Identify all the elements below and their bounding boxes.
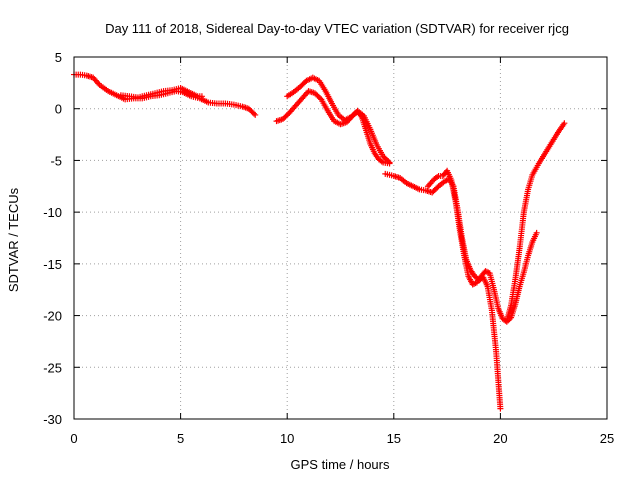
series-seg5 [382,170,504,412]
series-seg7 [503,120,568,324]
y-tick-label: -20 [43,309,62,324]
data-point [317,95,324,102]
data-marks [71,71,568,412]
data-point [561,120,568,127]
y-tick-label: -15 [43,257,62,272]
chart-title: Day 111 of 2018, Sidereal Day-to-day VTE… [105,21,569,36]
data-point [386,159,393,166]
y-tick-label: 0 [55,102,62,117]
x-tick-label: 10 [280,431,294,446]
data-point [533,229,540,236]
plot-frame [73,56,608,420]
grid-layer [74,57,607,419]
series-seg4 [284,74,393,166]
data-point [385,158,392,165]
data-point [250,110,257,117]
y-tick-label: -30 [43,412,62,427]
data-point [252,111,259,118]
y-tick-label: -25 [43,360,62,375]
series-seg2 [117,85,205,101]
y-tick-label: -10 [43,205,62,220]
x-tick-label: 15 [387,431,401,446]
y-axis-label: SDTVAR / TECUs [6,187,21,292]
x-axis-label: GPS time / hours [291,457,390,472]
x-tick-label: 20 [493,431,507,446]
y-tick-label: -5 [50,153,62,168]
data-point [198,93,205,100]
series-seg1 [71,71,259,118]
x-tick-label: 5 [177,431,184,446]
x-tick-label: 25 [600,431,614,446]
y-tick-label: 5 [55,50,62,65]
series-seg3 [273,88,393,167]
data-point [497,405,504,412]
x-tick-label: 0 [70,431,77,446]
